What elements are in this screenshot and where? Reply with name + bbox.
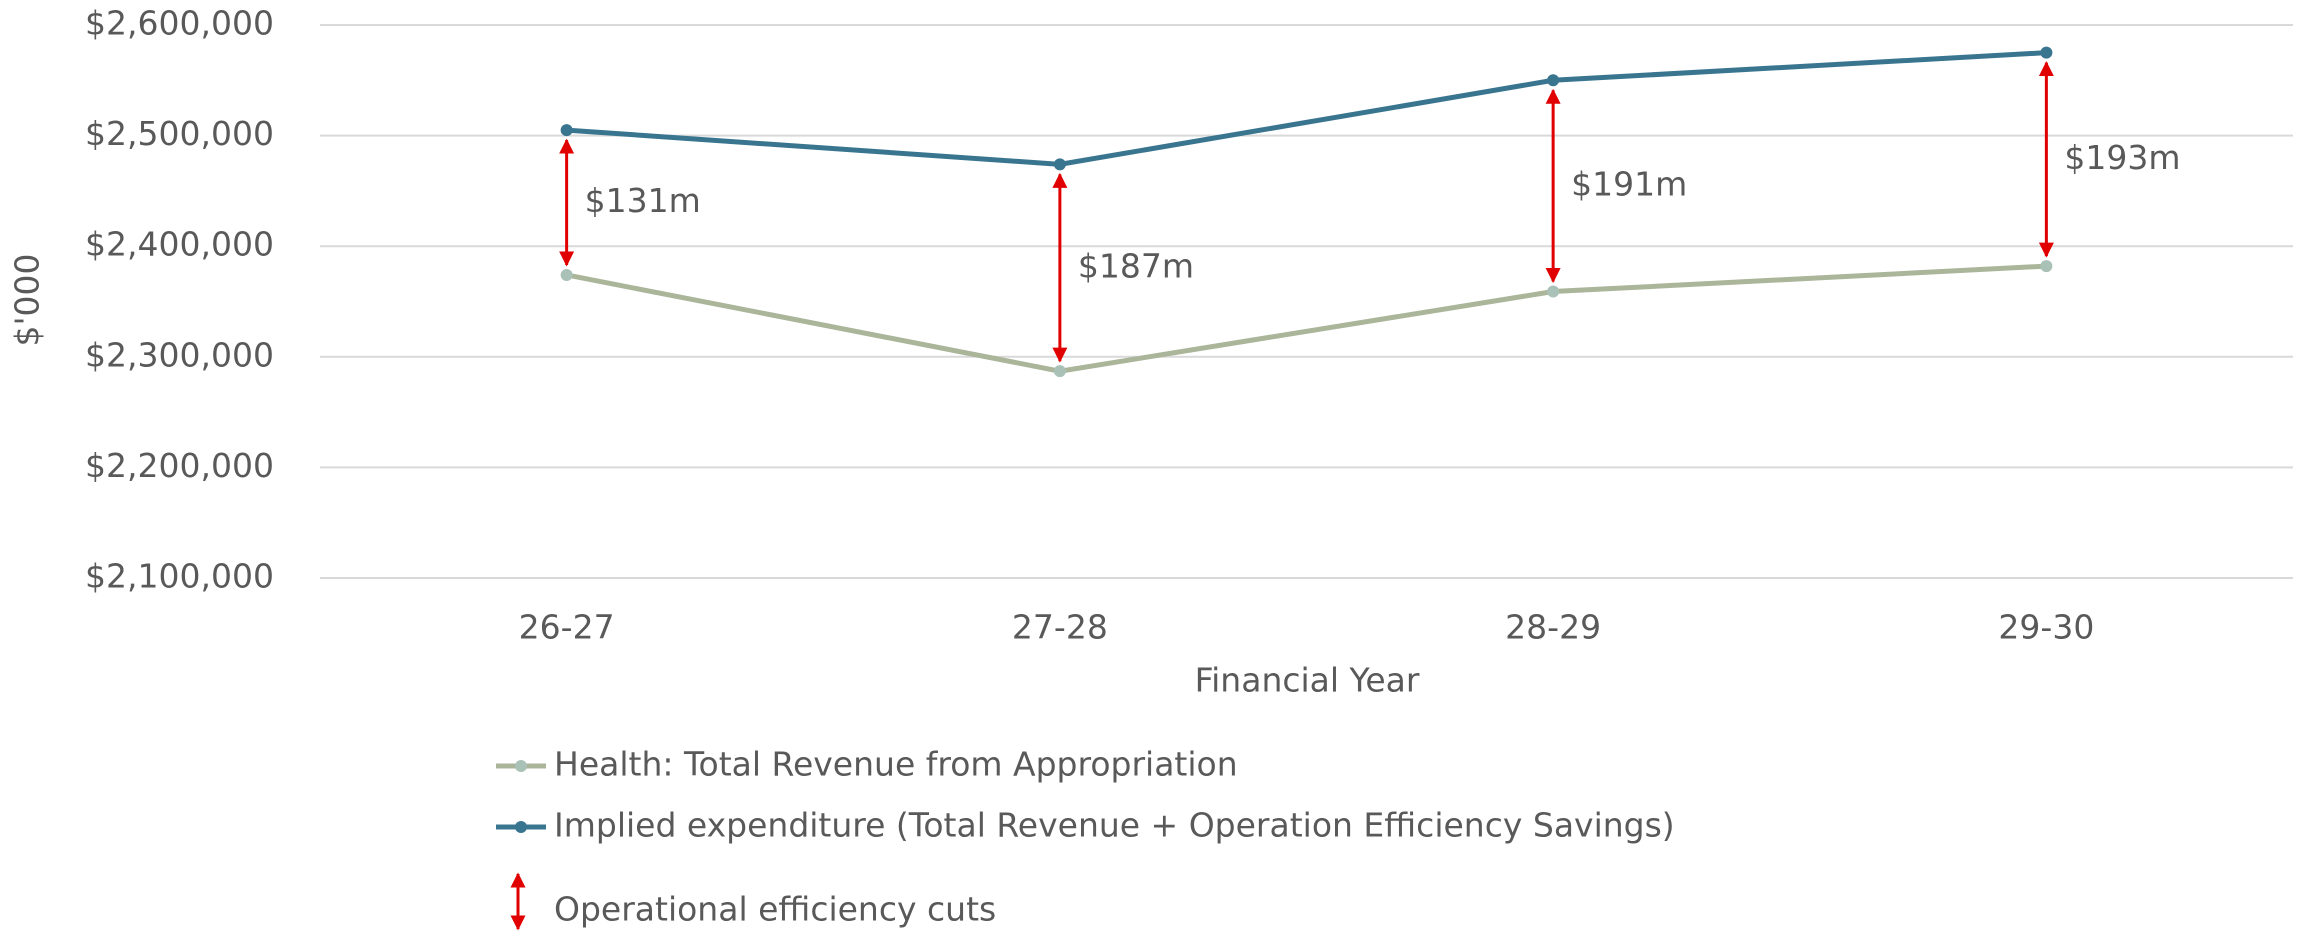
gap-label: $187m bbox=[1078, 246, 1194, 285]
gap-label: $193m bbox=[2064, 138, 2180, 177]
series-marker bbox=[2040, 46, 2053, 59]
series-line bbox=[566, 50, 2047, 167]
legend-label: Operational efficiency cuts bbox=[554, 890, 996, 929]
y-axis-title: $'000 bbox=[8, 253, 47, 346]
x-tick-label: 26-27 bbox=[519, 608, 615, 647]
x-axis-title: Financial Year bbox=[1195, 661, 1420, 700]
y-tick-label: $2,100,000 bbox=[85, 557, 274, 596]
y-tick-label: $2,300,000 bbox=[85, 335, 274, 374]
legend-marker bbox=[515, 821, 527, 833]
x-tick-label: 27-28 bbox=[1012, 608, 1108, 647]
series-marker bbox=[1547, 285, 1560, 298]
series-marker bbox=[2040, 260, 2053, 273]
x-tick-label: 28-29 bbox=[1505, 608, 1601, 647]
legend-marker bbox=[515, 760, 527, 772]
series-marker bbox=[1547, 74, 1560, 87]
series-line bbox=[566, 263, 2047, 374]
gap-label: $131m bbox=[585, 181, 701, 220]
x-tick-label: 29-30 bbox=[1998, 608, 2094, 647]
y-tick-label: $2,500,000 bbox=[85, 114, 274, 153]
series-marker bbox=[1053, 158, 1066, 171]
series-marker bbox=[560, 124, 573, 137]
y-tick-label: $2,200,000 bbox=[85, 446, 274, 485]
y-tick-label: $2,400,000 bbox=[85, 225, 274, 264]
legend-label: Health: Total Revenue from Appropriation bbox=[554, 745, 1238, 784]
series-marker bbox=[560, 268, 573, 281]
legend-label: Implied expenditure (Total Revenue + Ope… bbox=[554, 806, 1675, 845]
gap-label: $191m bbox=[1571, 164, 1687, 203]
y-tick-label: $2,600,000 bbox=[85, 4, 274, 43]
series-marker bbox=[1053, 365, 1066, 378]
